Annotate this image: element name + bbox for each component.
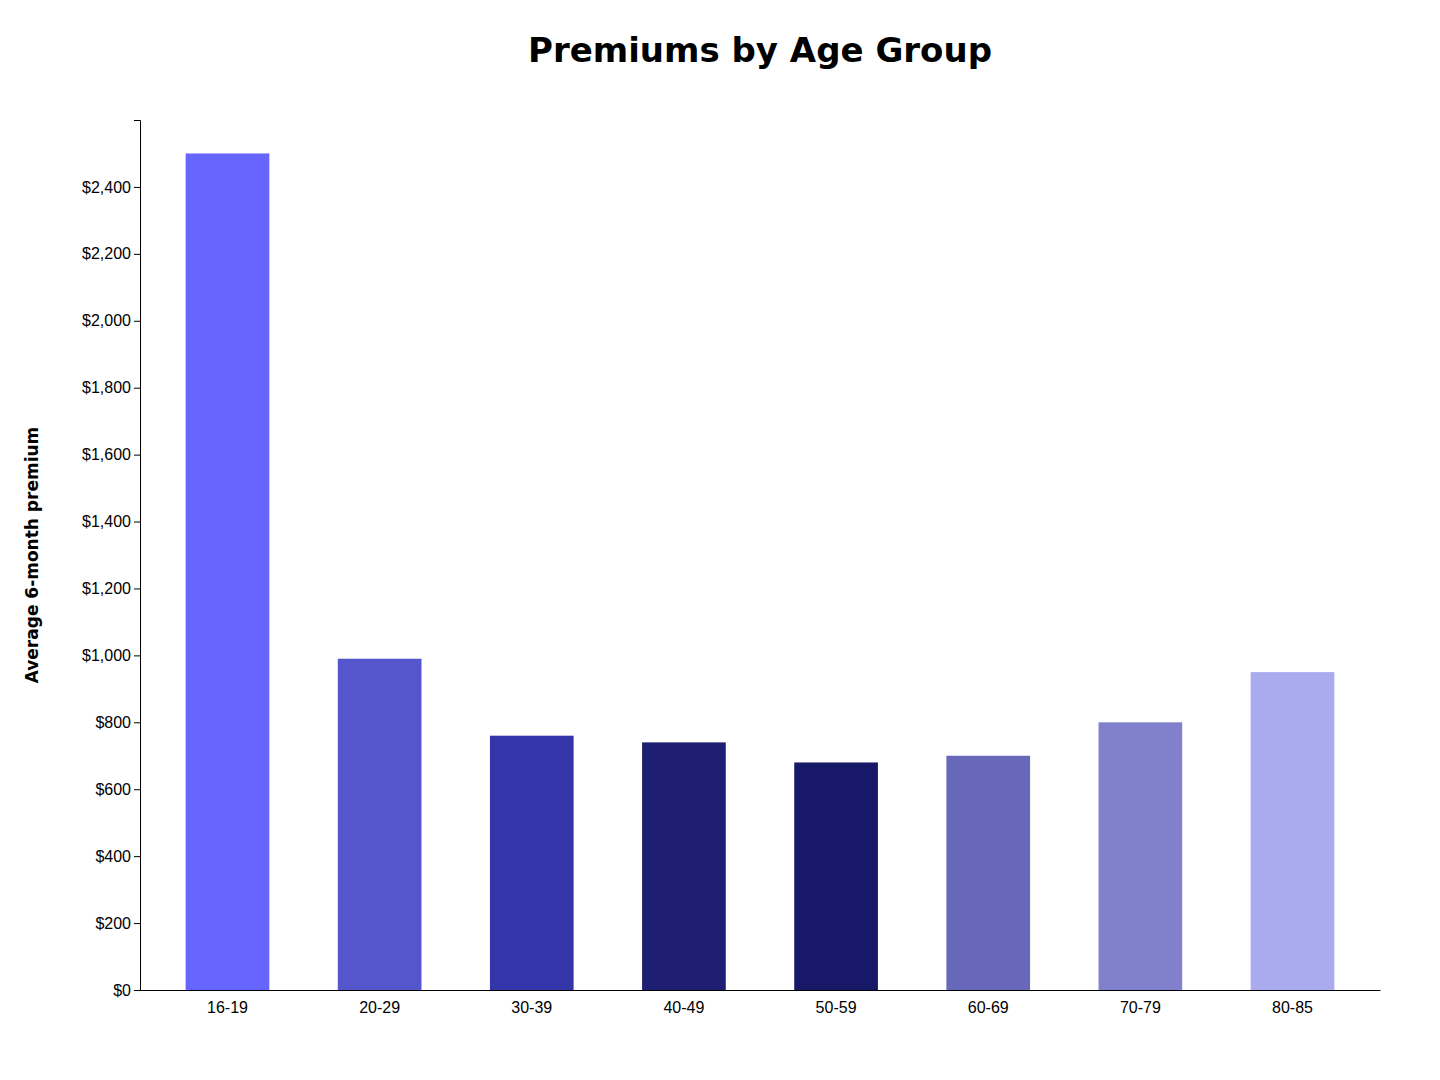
bar (338, 659, 422, 990)
plot: $0 $200 $400 $600 $800 $1,000 $1,200 $1,400 $1,6… (82, 121, 1380, 1017)
bar (1099, 722, 1183, 990)
y-tick-mark (134, 722, 140, 723)
y-tick: $2,400 (82, 179, 140, 196)
y-tick-label: $2,200 (82, 245, 131, 262)
x-tick: 16-19 (207, 990, 248, 1016)
title: Premiums by Age Group (528, 30, 992, 70)
y-tick: $0 (113, 982, 140, 999)
x-tick: 30-39 (511, 990, 552, 1016)
y-tick: $2,000 (82, 312, 140, 329)
y-tick-label: $1,400 (82, 513, 131, 530)
x-tick-label: 30-39 (511, 999, 552, 1016)
y-tick-label: $1,000 (82, 647, 131, 664)
x-tick: 60-69 (968, 990, 1009, 1016)
y-axis-title: Average 6-month premium (22, 427, 42, 684)
y-tick-mark (134, 923, 140, 924)
y-tick: $400 (95, 848, 140, 865)
y-tick-mark (134, 588, 140, 589)
bar (186, 153, 270, 990)
chart: $0 $200 $400 $600 $800 $1,000 $1,200 $1,400 $1,6… (0, 0, 1440, 1080)
bar (642, 742, 726, 990)
bar (946, 756, 1030, 990)
y-tick-label: $0 (113, 982, 131, 999)
x-tick-label: 70-79 (1120, 999, 1161, 1016)
y-tick-mark (134, 321, 140, 322)
y-tick: $600 (95, 781, 140, 798)
bar (1251, 672, 1335, 990)
y-tick-label: $2,400 (82, 179, 131, 196)
y-tick-mark (134, 856, 140, 857)
y-tick-label: $1,200 (82, 580, 131, 597)
bar (794, 762, 878, 990)
x-tick: 80-85 (1272, 990, 1313, 1016)
x-tick-label: 50-59 (816, 999, 857, 1016)
x-tick: 50-59 (816, 990, 857, 1016)
y-tick: $1,800 (82, 379, 140, 396)
x-tick: 70-79 (1120, 990, 1161, 1016)
x-tick: 20-29 (359, 990, 400, 1016)
y-tick-label: $600 (95, 781, 131, 798)
y-tick-label: $800 (95, 714, 131, 731)
y-tick-mark (134, 655, 140, 656)
y-tick: $1,400 (82, 513, 140, 530)
x-tick: 40-49 (663, 990, 704, 1016)
bar (490, 736, 574, 990)
y-tick-mark (134, 187, 140, 188)
y-axis: $0 $200 $400 $600 $800 $1,000 $1,200 $1,400 $1,6… (82, 121, 140, 999)
y-tick: $2,200 (82, 245, 140, 262)
y-tick-label: $2,000 (82, 312, 131, 329)
y-tick-mark (134, 388, 140, 389)
y-tick: $1,600 (82, 446, 140, 463)
x-tick-label: 20-29 (359, 999, 400, 1016)
x-axis-line (141, 990, 1381, 991)
y-tick: $200 (95, 915, 140, 932)
y-tick-label: $1,800 (82, 379, 131, 396)
bars (186, 153, 1335, 990)
y-tick-label: $400 (95, 848, 131, 865)
y-axis-line (134, 121, 141, 991)
y-tick: $1,200 (82, 580, 140, 597)
y-tick-mark (134, 254, 140, 255)
y-tick-mark (134, 990, 140, 991)
x-axis: 16-19 20-29 30-39 40-49 50-59 60-69 70-79 80-85 (141, 990, 1381, 1016)
y-tick-mark (134, 455, 140, 456)
x-tick-label: 80-85 (1272, 999, 1313, 1016)
x-tick-label: 60-69 (968, 999, 1009, 1016)
y-tick-mark (134, 789, 140, 790)
y-tick: $1,000 (82, 647, 140, 664)
x-tick-label: 16-19 (207, 999, 248, 1016)
y-tick-label: $1,600 (82, 446, 131, 463)
y-tick-mark (134, 522, 140, 523)
y-tick: $800 (95, 714, 140, 731)
x-tick-label: 40-49 (663, 999, 704, 1016)
y-tick-label: $200 (95, 915, 131, 932)
